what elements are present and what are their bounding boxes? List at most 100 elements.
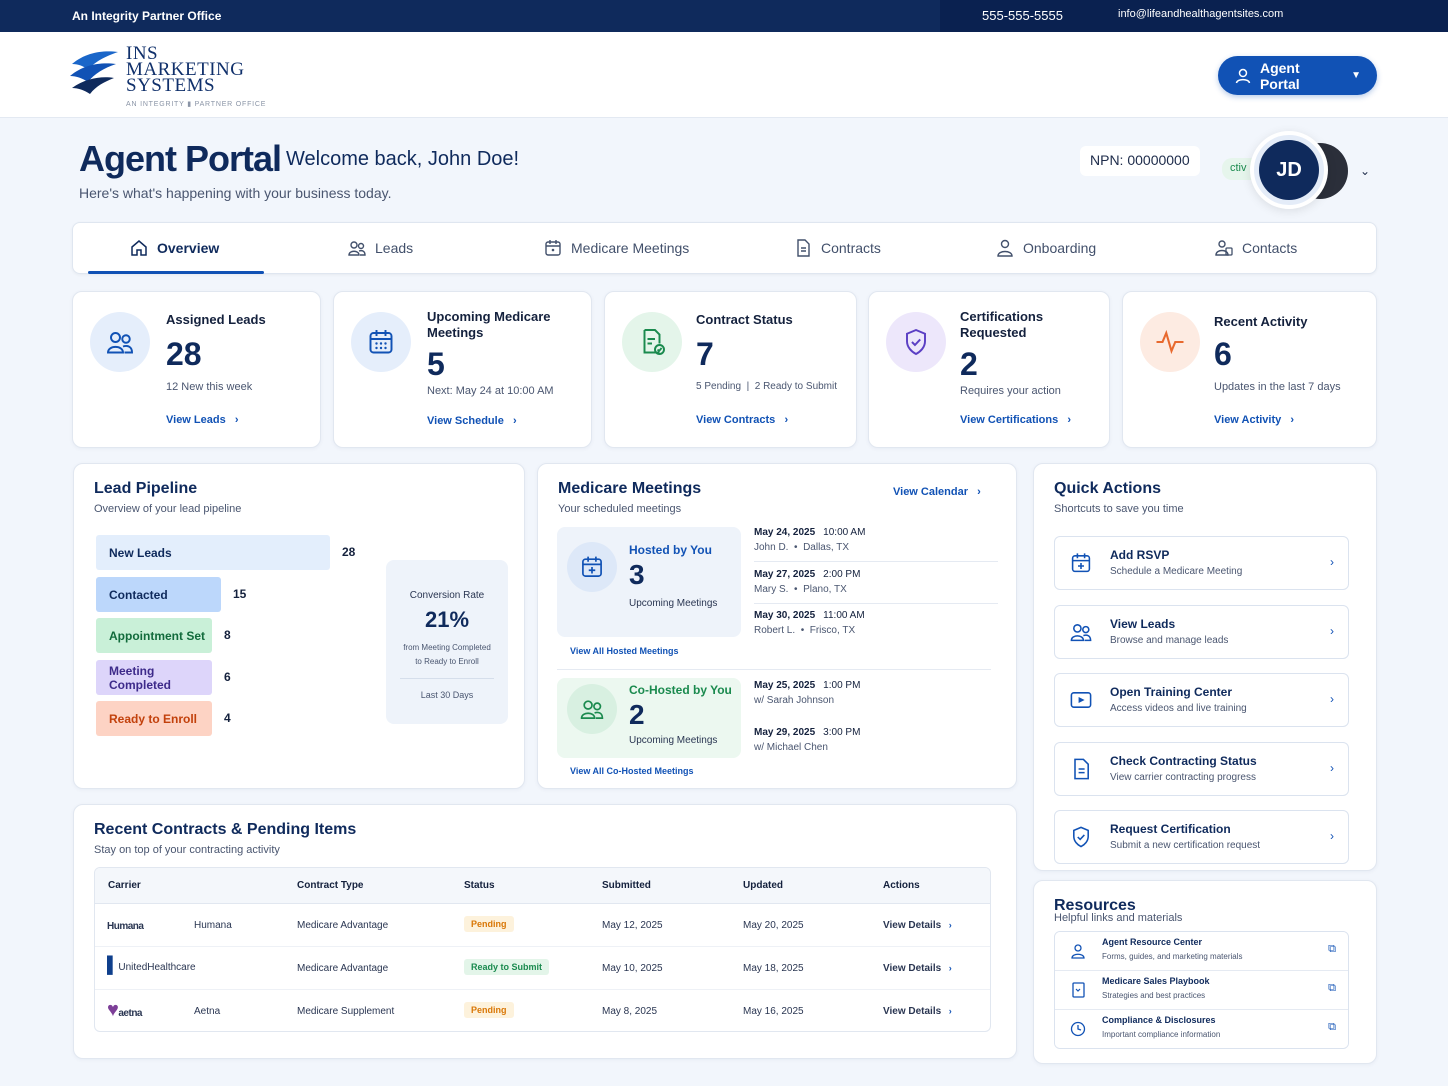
logo-wave-icon [70, 51, 118, 94]
resources-list: Agent Resource Center Forms, guides, and… [1054, 931, 1349, 1049]
resource-item[interactable]: Agent Resource Center Forms, guides, and… [1055, 932, 1348, 971]
shield-check-icon [886, 312, 946, 372]
external-link-icon: ⧉ [1328, 1021, 1336, 1033]
stat-subtext: Next: May 24 at 10:00 AM [427, 385, 554, 397]
tab-contacts[interactable]: Contacts [1214, 223, 1297, 273]
resource-item[interactable]: Medicare Sales Playbook Strategies and b… [1055, 971, 1348, 1010]
resource-item[interactable]: Compliance & Disclosures Important compl… [1055, 1010, 1348, 1048]
external-link-icon: ⧉ [1328, 943, 1336, 955]
table-header: Carrier Contract Type Status Submitted U… [95, 868, 990, 904]
users-icon [90, 312, 150, 372]
cohosted-count: 2 [629, 699, 645, 730]
section-subtitle: Stay on top of your contracting activity [94, 844, 280, 856]
pipeline-bar[interactable]: Ready to Enroll [96, 701, 212, 736]
document-icon [1074, 758, 1089, 779]
pipeline-bar[interactable]: New Leads [96, 535, 330, 570]
clock-icon [1070, 1021, 1086, 1037]
pipeline-value: 28 [342, 545, 356, 559]
calendar-icon [545, 240, 561, 256]
chevron-down-icon[interactable]: ⌄ [1360, 164, 1371, 178]
view-details-link[interactable]: View Details › [883, 1006, 952, 1017]
meeting-row[interactable]: May 27, 2025 2:00 PM Mary S. • Plano, TX [754, 569, 861, 595]
chevron-right-icon: › [1330, 623, 1334, 638]
stat-card-activity: Recent Activity 6 Updates in the last 7 … [1122, 291, 1377, 448]
top-bar-contact [940, 0, 1448, 32]
view-calendar-link[interactable]: View Calendar › [893, 486, 981, 498]
view-contracts-link[interactable]: View Contracts › [696, 414, 789, 426]
agent-portal-label: Agent Portal [1259, 59, 1300, 92]
home-icon [131, 240, 147, 256]
view-activity-link[interactable]: View Activity › [1214, 414, 1295, 426]
welcome-message: Welcome back, John Doe! [286, 148, 520, 170]
section-subtitle: Helpful links and materials [1054, 912, 1183, 924]
quick-action-add-rsvp[interactable]: Add RSVP Schedule a Medicare Meeting › [1054, 536, 1349, 590]
tab-contracts[interactable]: Contracts [793, 223, 881, 273]
quick-action-request-certification[interactable]: Request Certification Submit a new certi… [1054, 810, 1349, 864]
hero: Agent Portal Welcome back, John Doe! Her… [0, 118, 1448, 218]
pipeline-bar[interactable]: Contacted [96, 577, 221, 612]
stat-value: 7 [696, 336, 714, 372]
stat-value: 6 [1214, 336, 1232, 372]
quick-action-view-leads[interactable]: View Leads Browse and manage leads › [1054, 604, 1349, 659]
view-hosted-meetings-link[interactable]: View All Hosted Meetings [570, 646, 679, 656]
view-certifications-link[interactable]: View Certifications › [960, 414, 1072, 426]
hosted-count: 3 [629, 559, 645, 590]
quick-action-open-training-center[interactable]: Open Training Center Access videos and l… [1054, 673, 1349, 727]
quick-action-check-contracting-status[interactable]: Check Contracting Status View carrier co… [1054, 741, 1349, 796]
active-tab-indicator [88, 271, 264, 274]
contacts-icon [1215, 240, 1233, 256]
avatar[interactable]: JD [1259, 140, 1319, 200]
stat-subtext: 5 Pending | 2 Ready to Submit [696, 381, 838, 392]
stat-value: 5 [427, 346, 445, 382]
view-cohosted-meetings-link[interactable]: View All Co-Hosted Meetings [570, 766, 694, 776]
carrier-logo: ▌UnitedHealthcare [107, 957, 196, 974]
meeting-row[interactable]: May 25, 2025 1:00 PM w/ Sarah Johnson [754, 680, 861, 706]
phone-link[interactable]: 555-555-5555 [982, 8, 1063, 23]
calendar-plus-icon [567, 542, 617, 592]
meeting-row[interactable]: May 29, 2025 3:00 PM w/ Michael Chen [754, 727, 861, 753]
tab-leads[interactable]: Leads [347, 223, 413, 273]
stat-card-certifications: Certifications Requested 2 Requires your… [868, 291, 1110, 448]
stat-subtext: 12 New this week [166, 381, 253, 393]
logo[interactable]: INS MARKETING SYSTEMS AN INTEGRITY ▮ PARTN… [68, 44, 268, 110]
document-icon [797, 239, 810, 257]
stat-subtext: Requires your action [960, 385, 1061, 397]
status-badge: Pending [464, 1002, 514, 1018]
section-subtitle: Shortcuts to save you time [1054, 503, 1184, 515]
tab-overview[interactable]: Overview [129, 223, 219, 273]
stat-title: Contract Status [696, 312, 793, 327]
book-icon [1072, 982, 1085, 998]
tab-medicare-meetings[interactable]: Medicare Meetings [543, 223, 689, 273]
meeting-row[interactable]: May 30, 2025 11:00 AM Robert L. • Frisco, … [754, 610, 865, 636]
npn-label: NPN: 00000000 [1080, 146, 1200, 176]
table-row: ♥aetna Aetna Medicare Supplement Pending… [95, 990, 990, 1031]
recent-contracts-card: Recent Contracts & Pending Items Stay on… [73, 804, 1017, 1059]
medicare-meetings-card: Medicare Meetings Your scheduled meeting… [537, 463, 1017, 789]
email-link[interactable]: info@lifeandhealthagentsites.com [1118, 8, 1284, 20]
stat-value: 2 [960, 346, 978, 382]
top-bar: An Integrity Partner Office 555-555-5555… [0, 0, 1448, 32]
view-leads-link[interactable]: View Leads › [166, 414, 239, 426]
table-row: ▌UnitedHealthcare Medicare Advantage Rea… [95, 947, 990, 990]
chevron-down-icon: ▼ [1351, 70, 1361, 81]
status-badge: Ready to Submit [464, 959, 550, 975]
cohosted-label: Co-Hosted by You [629, 683, 732, 697]
users-icon [348, 241, 366, 256]
tab-onboarding[interactable]: Onboarding [995, 223, 1096, 273]
section-title: Resources [1054, 897, 1136, 914]
hosted-meetings-box: Hosted by You 3 Upcoming Meetings [557, 527, 741, 637]
carrier-logo: ♥aetna [107, 999, 142, 1021]
agent-portal-button[interactable]: Agent Portal ▼ [1218, 56, 1377, 95]
users-icon [567, 684, 617, 734]
pipeline-bar[interactable]: Meeting Completed [96, 660, 212, 695]
activity-pulse-icon [1140, 312, 1200, 372]
stat-title: Upcoming Medicare Meetings [427, 309, 551, 340]
meeting-row[interactable]: May 24, 2025 10:00 AM John D. • Dallas, TX [754, 527, 866, 553]
view-details-link[interactable]: View Details › [883, 920, 952, 931]
view-details-link[interactable]: View Details › [883, 963, 952, 974]
view-schedule-link[interactable]: View Schedule › [427, 415, 517, 427]
conversion-period: Last 30 Days [420, 690, 474, 700]
conversion-label: Conversion Rate [409, 590, 485, 601]
play-icon [1070, 692, 1092, 708]
pipeline-bar[interactable]: Appointment Set [96, 618, 212, 653]
